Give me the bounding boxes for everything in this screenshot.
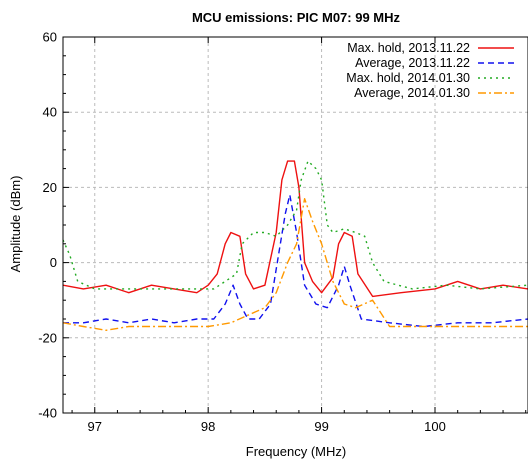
y-tick-label: 20 xyxy=(43,180,57,195)
legend-label-3: Max. hold, 2014.01.30 xyxy=(346,71,470,85)
series-layer xyxy=(63,160,528,331)
legend-label-4: Average, 2014.01.30 xyxy=(354,86,470,100)
x-tick-label: 99 xyxy=(314,419,328,434)
x-tick-label: 98 xyxy=(201,419,215,434)
x-tick-label: 97 xyxy=(88,419,102,434)
x-axis-title: Frequency (MHz) xyxy=(246,444,346,459)
y-tick-label: -20 xyxy=(38,330,57,345)
series-line-3 xyxy=(63,160,528,290)
grid xyxy=(63,37,528,413)
y-tick-label: 60 xyxy=(43,30,57,45)
y-tick-label: 0 xyxy=(50,255,57,270)
series-line-1 xyxy=(63,160,528,298)
legend-label-1: Max. hold, 2013.11.22 xyxy=(347,41,470,55)
series-line-4 xyxy=(63,198,528,331)
chart-title: MCU emissions: PIC M07: 99 MHz xyxy=(192,10,401,25)
legend-label-2: Average, 2013.11.22 xyxy=(355,56,470,70)
y-tick-label: -40 xyxy=(38,406,57,421)
ticks-layer: -40 -20 0 20 40 60 97 98 99 100 xyxy=(38,30,527,434)
y-axis-title: Amplitude (dBm) xyxy=(8,176,23,273)
y-tick-label: 40 xyxy=(43,105,57,120)
x-tick-label: 100 xyxy=(424,419,446,434)
